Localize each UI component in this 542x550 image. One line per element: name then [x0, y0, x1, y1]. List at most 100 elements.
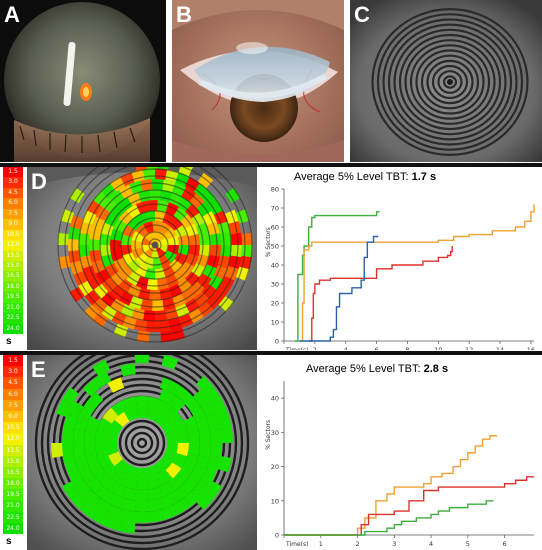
tbt-sector: [217, 456, 232, 473]
y-tick-label: 20: [271, 300, 279, 308]
tbt-sector: [184, 176, 200, 192]
tbt-sector: [111, 400, 128, 416]
placido-ring: [437, 70, 463, 94]
placido-ring: [376, 13, 524, 151]
y-tick-label: 30: [271, 281, 279, 289]
tbt-sector: [209, 245, 221, 257]
tbt-sector: [194, 414, 210, 431]
tbt-sector: [106, 504, 124, 520]
tbt-sector: [165, 202, 180, 216]
tbt-sector: [68, 238, 79, 252]
series-line: [294, 211, 380, 342]
tbt-sector: [146, 200, 158, 212]
tbt-sector: [100, 291, 117, 307]
tbt-sector: [91, 216, 105, 231]
tbt-sector: [167, 235, 179, 245]
scale-value: 6.0: [3, 388, 23, 400]
tbt-sector: [92, 509, 110, 527]
tbt-sector: [196, 376, 214, 394]
tbt-sector: [84, 443, 97, 457]
tbt-sector: [106, 430, 119, 443]
tbt-sector: [198, 443, 211, 458]
panel-e-color-scale: 1.5 3.0 4.5 6.0 7.5 9.0 10.5 12.0 13.5 15.0 16.5 18…: [0, 355, 26, 550]
scale-value: 19.5: [3, 292, 23, 303]
tbt-sector: [89, 249, 102, 263]
series-line: [299, 235, 379, 342]
x-tick-label: 6: [503, 540, 507, 548]
scale-value: 1.5: [3, 355, 23, 367]
tbt-sector: [206, 254, 220, 269]
tbt-sector: [149, 189, 161, 201]
tbt-sector: [168, 317, 182, 331]
row-separator-top: [0, 163, 542, 167]
scale-value: 4.5: [3, 377, 23, 389]
scale-value: 1.5: [3, 167, 23, 178]
tbt-sector: [150, 247, 160, 259]
tbt-sector: [74, 455, 90, 472]
tbt-sector: [67, 467, 84, 486]
tbt-sector: [172, 182, 187, 197]
tbt-sector: [241, 232, 253, 245]
series-line: [284, 435, 498, 536]
tbt-sector: [90, 464, 107, 482]
tbt-sector: [206, 414, 221, 431]
tbt-sector: [129, 180, 143, 194]
tbt-sector: [62, 443, 75, 458]
tbt-sector: [133, 319, 148, 332]
tbt-sector: [209, 443, 222, 458]
tbt-sector: [147, 475, 162, 490]
tbt-sector: [188, 402, 206, 420]
placido-ring: [148, 238, 162, 252]
chart-e-title: Average 5% Level TBT: 2.8 s: [306, 363, 449, 375]
tbt-sector: [135, 467, 149, 479]
scale-value: 24.0: [3, 323, 23, 334]
y-axis-label: % Sectors: [265, 420, 272, 450]
scale-value: 13.5: [3, 444, 23, 456]
tbt-sector: [168, 474, 186, 491]
placido-rings-image: [350, 0, 542, 162]
tbt-sector: [154, 459, 170, 475]
tbt-sector: [220, 428, 233, 443]
placido-ring: [120, 210, 190, 280]
tbt-sector: [109, 481, 126, 498]
tbt-sector: [85, 416, 101, 432]
x-axis-label: Time(s): [285, 541, 309, 548]
scale-value: 7.5: [3, 399, 23, 411]
color-scale-legend-e: 1.5 3.0 4.5 6.0 7.5 9.0 10.5 12.0 13.5 15.0 16.5 18…: [0, 355, 26, 550]
placido-ring: [113, 203, 197, 287]
tbt-sector: [150, 231, 160, 243]
tbt-sector: [165, 274, 180, 288]
tbt-sector: [147, 486, 163, 501]
series-line: [284, 500, 494, 536]
slit-lamp-eye-image: [0, 0, 166, 162]
tbt-sector: [158, 388, 175, 405]
tbt-sector: [160, 504, 178, 520]
tbt-sector: [180, 391, 198, 409]
tbt-sector: [78, 402, 96, 420]
tbt-sector: [172, 417, 188, 433]
placido-ring: [46, 355, 238, 539]
tbt-sector: [95, 443, 108, 457]
tbt-sector: [131, 240, 142, 250]
placido-ring: [99, 189, 211, 301]
tbt-sector: [131, 230, 145, 243]
placido-ring: [64, 167, 246, 336]
placido-ring: [34, 355, 250, 550]
tbt-sector: [86, 200, 102, 216]
tbt-sector: [184, 298, 200, 314]
tbt-sector: [143, 221, 154, 234]
tbt-sector: [165, 407, 182, 424]
tbt-sector: [157, 320, 171, 332]
y-tick-label: 10: [271, 319, 279, 327]
tbt-sector: [63, 414, 78, 431]
tbt-sector: [183, 454, 199, 470]
tbt-sector: [120, 363, 136, 377]
tbt-sector: [110, 176, 126, 192]
tear-breakup-map-e: [27, 355, 257, 550]
scale-value: 10.5: [3, 422, 23, 434]
tbt-sector: [168, 395, 186, 412]
tbt-sector: [146, 464, 160, 479]
tbt-sector: [84, 429, 97, 443]
tbt-sector: [63, 455, 78, 472]
tbt-sector: [159, 377, 177, 393]
